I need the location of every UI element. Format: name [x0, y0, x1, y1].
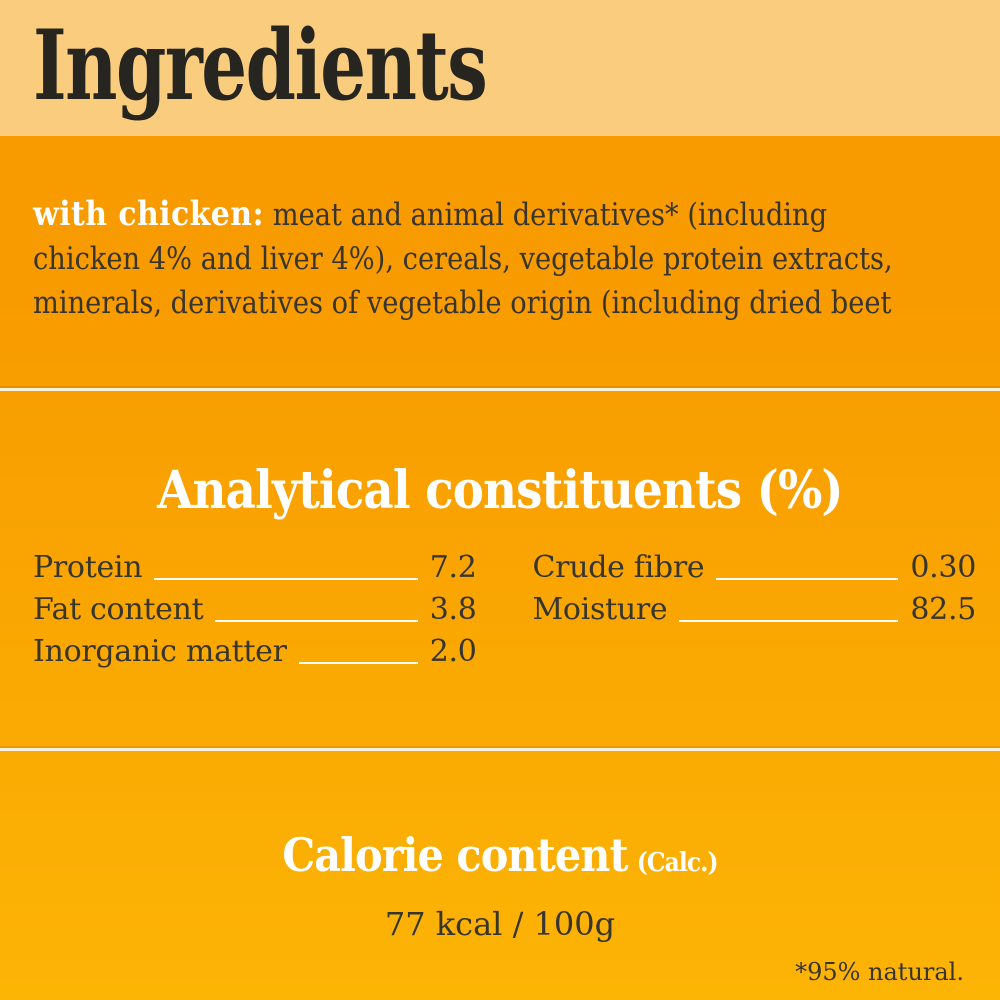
- leader-line: [716, 578, 899, 580]
- row-label: Protein: [33, 550, 143, 585]
- calorie-heading-text: Calorie content (Calc.): [282, 828, 719, 889]
- row-value: 7.2: [429, 550, 477, 585]
- row-label: Moisture: [532, 592, 668, 627]
- table-row: Fat content 3.8: [33, 589, 477, 631]
- calorie-heading-label: Calorie content: [282, 828, 628, 882]
- page-title-text: Ingredients: [33, 9, 488, 122]
- ingredients-text-block: with chicken: meat and animal derivatives…: [33, 192, 893, 325]
- footnote: *95% natural.: [795, 958, 964, 986]
- table-row: Moisture 82.5: [533, 589, 977, 631]
- row-label: Crude fibre: [532, 550, 705, 585]
- ingredients-paragraph: with chicken: meat and animal derivatives…: [33, 192, 1000, 325]
- table-row: Inorganic matter 2.0: [33, 631, 477, 673]
- analytical-heading: Analytical constituents (%): [0, 463, 1000, 519]
- analytical-column-left: Protein 7.2 Fat content 3.8 Inorganic ma…: [33, 547, 477, 673]
- table-row: Crude fibre 0.30: [533, 547, 977, 589]
- analytical-heading-text: Analytical constituents (%): [157, 460, 843, 521]
- calorie-value: 77 kcal / 100g: [384, 905, 616, 943]
- leader-line: [215, 620, 418, 622]
- row-value: 2.0: [429, 634, 477, 669]
- leader-line: [154, 578, 418, 580]
- analytical-table: Protein 7.2 Fat content 3.8 Inorganic ma…: [33, 547, 976, 673]
- leader-line: [679, 620, 899, 622]
- ingredients-line-3: minerals, derivatives of vegetable origi…: [33, 285, 892, 321]
- row-value: 0.30: [910, 550, 976, 585]
- calorie-heading: Calorie content (Calc.): [0, 829, 1000, 889]
- row-value: 82.5: [910, 592, 976, 627]
- calorie-method-note: (Calc.): [636, 848, 719, 878]
- row-value: 3.8: [429, 592, 477, 627]
- ingredients-line-1: meat and animal derivatives* (including: [272, 197, 828, 233]
- variant-label: with chicken:: [33, 194, 264, 234]
- table-row: Protein 7.2: [33, 547, 477, 589]
- section-divider-top: [0, 388, 1000, 391]
- row-label: Fat content: [33, 592, 204, 627]
- leader-line: [298, 662, 418, 664]
- row-label: Inorganic matter: [33, 634, 287, 669]
- section-divider-bottom: [0, 748, 1000, 751]
- page-title: Ingredients: [33, 18, 1000, 114]
- header-band: Ingredients: [0, 0, 1000, 136]
- ingredients-line-2: chicken 4% and liver 4%), cereals, veget…: [33, 241, 893, 277]
- analytical-column-right: Crude fibre 0.30 Moisture 82.5: [533, 547, 977, 673]
